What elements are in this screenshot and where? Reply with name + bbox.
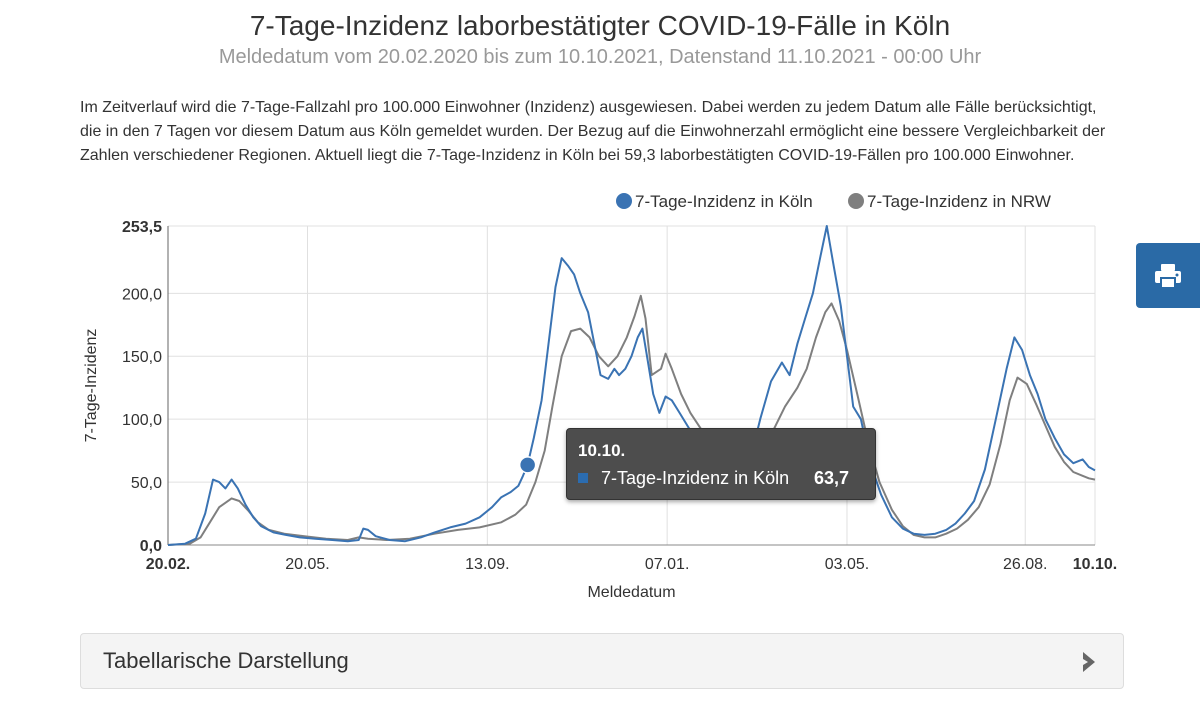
page-subtitle: Meldedatum vom 20.02.2020 bis zum 10.10.… [218,46,982,68]
y-tick-label: 150,0 [122,349,162,366]
chart-description: Im Zeitverlauf wird die 7-Tage-Fallzahl … [80,96,1140,168]
y-tick-label: 253,5 [122,219,162,236]
x-tick-label: 07.01. [645,556,689,573]
x-tick-label: 26.08. [1003,556,1047,573]
print-icon [1155,263,1181,289]
y-tick-label: 200,0 [122,286,162,303]
legend-label: 7-Tage-Inzidenz in Köln [635,192,813,211]
table-view-label: Tabellarische Darstellung [103,648,349,673]
legend-label: 7-Tage-Inzidenz in NRW [867,192,1051,211]
legend-marker [848,193,864,209]
x-tick-label: 13.09. [465,556,509,573]
highlighted-data-point [518,456,537,474]
y-axis-title: 7-Tage-Inzidenz [83,329,100,443]
x-tick-label: 10.10. [1073,556,1117,573]
tooltip-value: 63,7 [814,468,850,488]
y-tick-label: 100,0 [122,412,162,429]
chart-tooltip: 10.10. 7-Tage-Inzidenz in Köln 63,7 [566,428,876,500]
y-tick-label: 0,0 [140,538,162,555]
page-title: 7-Tage-Inzidenz laborbestätigter COVID-1… [249,10,951,41]
x-tick-label: 03.05. [825,556,869,573]
description-line: Zahlen verschiedener Regionen. Aktuell l… [80,147,1075,164]
description-line: die in den 7 Tagen vor diesem Datum aus … [80,123,1106,140]
tooltip-date: 10.10. [578,441,626,460]
x-tick-label: 20.02. [146,556,190,573]
y-tick-label: 50,0 [131,475,162,492]
x-axis-title: Meldedatum [587,584,675,601]
series-line-koeln [167,225,1096,546]
tooltip-series-marker [578,473,588,483]
description-line: Im Zeitverlauf wird die 7-Tage-Fallzahl … [80,99,1097,116]
x-tick-label: 20.05. [285,556,329,573]
legend-marker [616,193,632,209]
series-line-nrw [167,294,1096,546]
tooltip-series-name: 7-Tage-Inzidenz in Köln [601,468,790,488]
print-button[interactable] [1136,243,1200,308]
chevron-right-icon [1083,652,1095,672]
table-view-toggle[interactable]: Tabellarische Darstellung [80,633,1124,689]
